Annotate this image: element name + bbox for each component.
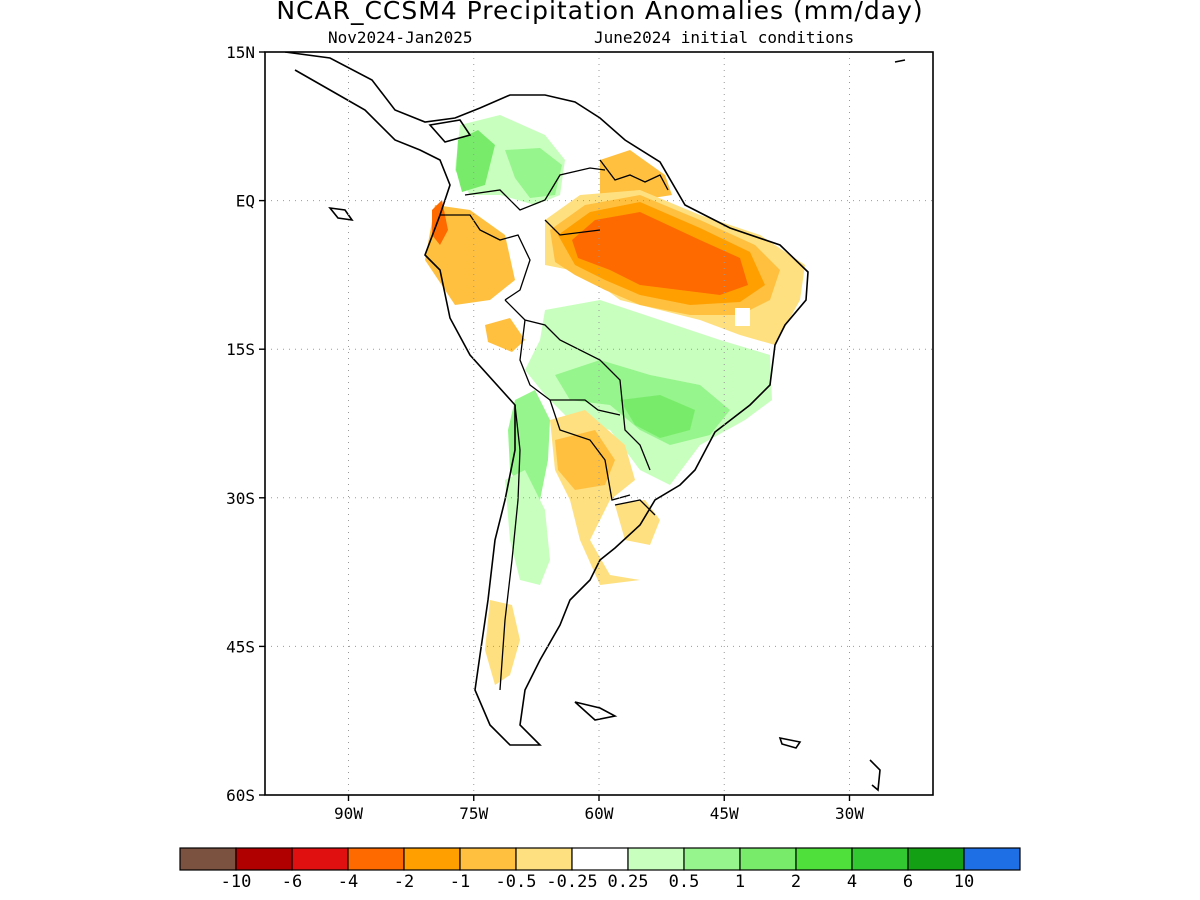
colorbar-swatch (627, 847, 685, 871)
initial-conditions-label: June2024 initial conditions (594, 28, 855, 47)
latitude-axis: 15N EQ 15S 30S 45S 60S (226, 43, 265, 805)
lat-tick-label: 60S (226, 786, 255, 805)
colorbar-swatch (571, 847, 629, 871)
colorbar-label: 0.5 (669, 872, 700, 892)
anomaly-northeast-brazil-white (735, 308, 750, 326)
lat-tick-label: 15N (226, 43, 255, 62)
colorbar-swatch (851, 847, 909, 871)
longitude-axis: 90W 75W 60W 45W 30W (334, 795, 864, 823)
lon-tick-label: 45W (710, 804, 739, 823)
colorbar-label: 4 (847, 872, 857, 892)
colorbar-labels: -10 -6 -4 -2 -1 -0.5 -0.25 0.25 0.5 1 2 4 6 10 (221, 872, 975, 892)
anomaly-guianas-dry (600, 150, 672, 200)
map-content (284, 52, 906, 792)
colorbar-swatch (291, 847, 349, 871)
anomaly-central-brazil-wet-core (620, 395, 695, 438)
lon-tick-label: 75W (459, 804, 488, 823)
lon-tick-label: 30W (835, 804, 864, 823)
country-borders (440, 159, 669, 691)
lat-tick-label: 30S (226, 489, 255, 508)
anomaly-chile-wet (505, 470, 550, 585)
colorbar-swatch (739, 847, 797, 871)
map-title: NCAR_CCSM4 Precipitation Anomalies (mm/d… (276, 0, 924, 25)
colorbar-label: -10 (221, 872, 252, 892)
colorbar-label: -4 (338, 872, 358, 892)
lon-tick-label: 90W (334, 804, 363, 823)
colorbar-label: 2 (791, 872, 801, 892)
lat-tick-label: 45S (226, 637, 255, 656)
colorbar-label: -2 (394, 872, 414, 892)
colorbar-swatch (907, 847, 965, 871)
colorbar-swatch (515, 847, 573, 871)
colorbar-swatch (179, 847, 237, 871)
lon-tick-label: 60W (585, 804, 614, 823)
anomaly-ecuador-dry-core (432, 200, 448, 245)
colorbar-label: 10 (954, 872, 974, 892)
anomaly-colombia-wet-core (456, 130, 495, 192)
colorbar (179, 847, 1021, 871)
colorbar-swatch (459, 847, 517, 871)
anomaly-south-chile-dry (485, 600, 520, 685)
colorbar-label: 1 (735, 872, 745, 892)
colorbar-label: 6 (903, 872, 913, 892)
colorbar-swatch (963, 847, 1021, 871)
colorbar-swatch (795, 847, 853, 871)
coastlines (284, 52, 906, 792)
lat-tick-label: 15S (226, 340, 255, 359)
colorbar-swatch (347, 847, 405, 871)
colorbar-label: -0.25 (546, 872, 597, 892)
anomaly-paraguay-dry (555, 430, 615, 490)
colorbar-label: -1 (450, 872, 470, 892)
colorbar-swatch (683, 847, 741, 871)
colorbar-label: -6 (282, 872, 302, 892)
colorbar-swatch (403, 847, 461, 871)
colorbar-label: -0.5 (496, 872, 537, 892)
colorbar-label: 0.25 (608, 872, 649, 892)
anomaly-venezuela-wet (505, 148, 562, 198)
colorbar-swatch (235, 847, 293, 871)
anomaly-amazon-dry-core (572, 212, 748, 295)
forecast-period: Nov2024-Jan2025 (328, 28, 473, 47)
lat-tick-label: EQ (236, 192, 255, 211)
anomaly-peru-dry (485, 318, 525, 352)
